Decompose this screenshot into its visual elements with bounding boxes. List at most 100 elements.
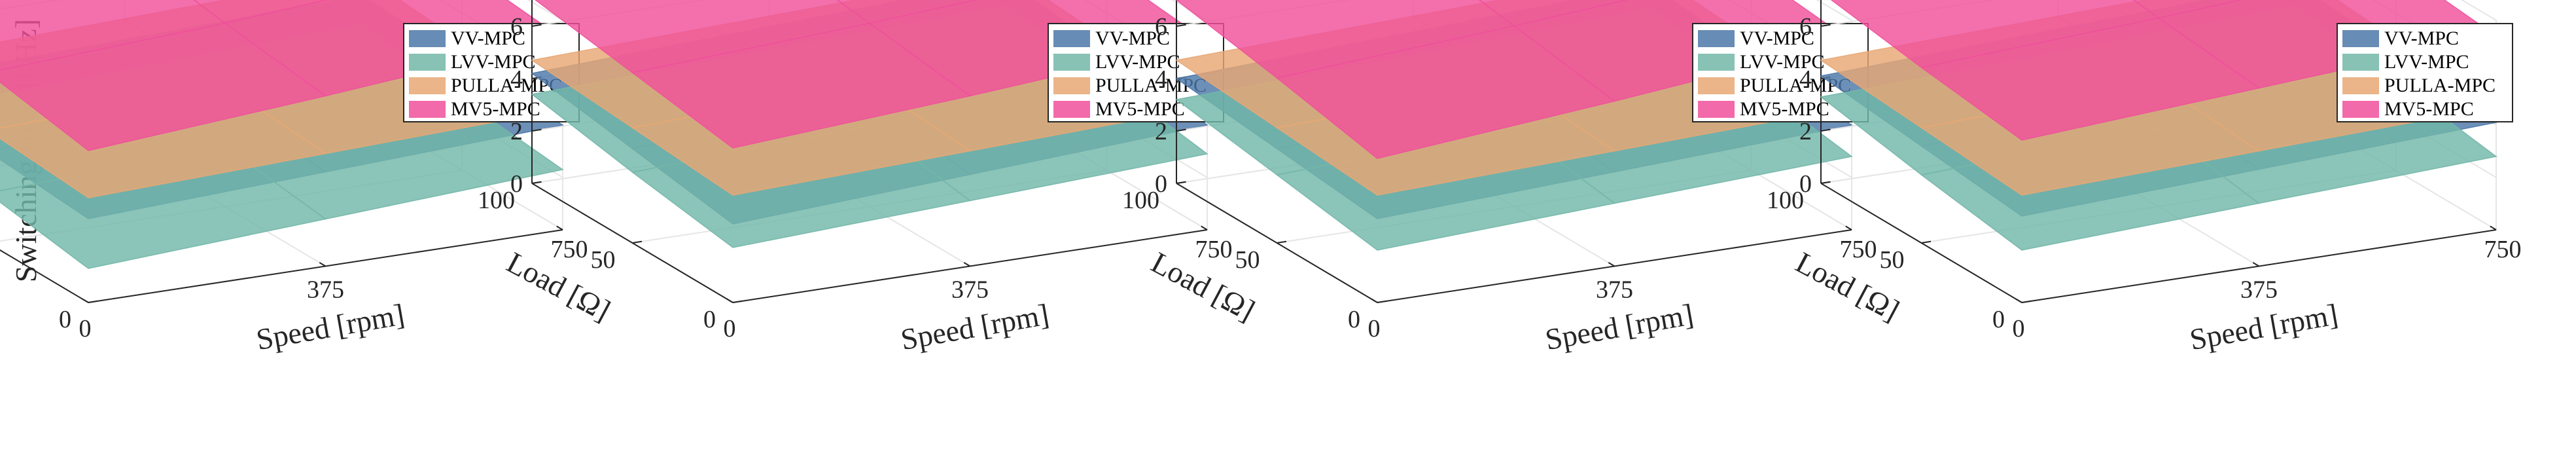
legend-swatch xyxy=(2342,30,2379,47)
legend-swatch xyxy=(409,101,446,118)
legend-label: MV5-MPC xyxy=(2384,98,2474,120)
y-tick-label: 0 xyxy=(1992,306,2005,333)
y-tick-mark xyxy=(1277,240,1287,244)
x-tick-mark xyxy=(2015,298,2022,303)
legend-label: MV5-MPC xyxy=(1095,98,1185,120)
x-axis-label: Speed [rpm] xyxy=(898,297,1051,356)
surface-patch xyxy=(193,0,328,24)
x-tick-mark xyxy=(82,298,89,303)
x-tick-label: 750 xyxy=(1195,236,1233,263)
axes xyxy=(1176,0,1852,303)
legend-swatch xyxy=(1698,54,1735,71)
legend-label: MV5-MPC xyxy=(451,98,540,120)
legend-swatch xyxy=(1698,101,1735,118)
x-tick-label: 750 xyxy=(551,236,588,263)
y-tick-mark xyxy=(632,240,643,244)
x-tick-mark xyxy=(1608,262,1615,267)
x-tick-label: 0 xyxy=(724,315,736,342)
x-tick-mark xyxy=(726,298,733,303)
x-tick-mark xyxy=(556,225,563,230)
legend-label: MV5-MPC xyxy=(1740,98,1829,120)
y-tick-label: 0 xyxy=(1348,306,1360,333)
legend-swatch xyxy=(1053,30,1090,47)
legend-swatch xyxy=(1698,77,1735,94)
x-tick-label: 375 xyxy=(1596,276,1633,304)
x-tick-mark xyxy=(2252,262,2260,267)
legend-label: LVV-MPC xyxy=(451,51,536,73)
z-tick-mark xyxy=(1176,128,1186,132)
x-tick-mark xyxy=(319,262,326,267)
z-tick-mark xyxy=(1820,128,1831,132)
legend-label: LVV-MPC xyxy=(1740,51,1825,73)
axes xyxy=(0,225,563,303)
wall-grid-line xyxy=(527,0,563,21)
x-tick-mark xyxy=(1371,298,1378,303)
y-tick-label: 100 xyxy=(1122,187,1159,214)
y-tick-label: 0 xyxy=(703,306,716,333)
surface-patch xyxy=(2132,0,2243,19)
x-tick-label: 750 xyxy=(1840,236,1877,263)
legend-swatch xyxy=(1698,30,1735,47)
z-tick-label: 4 xyxy=(510,65,523,93)
legend-swatch xyxy=(409,30,446,47)
z-tick-mark xyxy=(1176,181,1186,184)
z-tick-label: 6 xyxy=(1155,13,1167,41)
z-tick-mark xyxy=(1820,24,1831,27)
legend-swatch xyxy=(1053,77,1090,94)
axes xyxy=(531,0,1208,303)
y-tick-mark xyxy=(88,300,98,303)
y-tick-mark xyxy=(1921,240,1932,244)
legend-swatch xyxy=(2342,101,2379,118)
surface-patch xyxy=(836,0,978,24)
legend-swatch xyxy=(409,77,446,94)
wall-grid-line xyxy=(1171,0,1208,21)
z-tick-label: 2 xyxy=(1799,118,1812,145)
x-tick-mark xyxy=(2490,225,2497,230)
y-tick-label: 50 xyxy=(591,246,616,274)
wall-grid-line xyxy=(2460,0,2497,21)
z-tick-label: 6 xyxy=(1799,13,1812,41)
surface-patch xyxy=(1479,0,1629,27)
y-tick-label: 100 xyxy=(1767,187,1804,214)
legend-swatch xyxy=(2342,54,2379,71)
x-tick-label: 0 xyxy=(2013,315,2025,342)
z-tick-label: 2 xyxy=(510,118,523,145)
legend-label: VV-MPC xyxy=(2384,28,2459,49)
panel-1: 037575005010002468Speed [rpm]Load [Ω]Swi… xyxy=(0,0,588,356)
y-tick-mark xyxy=(1377,300,1387,303)
z-tick-mark xyxy=(1820,181,1831,184)
z-tick-label: 4 xyxy=(1155,65,1167,93)
x-axis-label: Speed [rpm] xyxy=(1543,297,1696,356)
legend-swatch xyxy=(1053,101,1090,118)
x-tick-mark xyxy=(1845,225,1852,230)
z-tick-label: 0 xyxy=(510,170,523,198)
axes xyxy=(1820,0,2497,303)
wall-grid-line xyxy=(1816,0,1852,21)
surface-mv5-mpc xyxy=(1830,0,2497,141)
y-axis-line xyxy=(0,249,89,303)
x-axis-label: Speed [rpm] xyxy=(2187,297,2340,356)
y-tick-label: 50 xyxy=(1235,246,1260,274)
legend-label: LVV-MPC xyxy=(1095,51,1180,73)
legend-label: LVV-MPC xyxy=(2384,51,2469,73)
panel-2: 037575005010002468Speed [rpm]Load [Ω]VV-… xyxy=(478,0,1233,356)
z-tick-label: 0 xyxy=(1155,170,1167,198)
y-tick-mark xyxy=(2021,300,2032,303)
panel-4: 037575005010002468Speed [rpm]Load [Ω]VV-… xyxy=(1767,0,2522,356)
z-tick-label: 6 xyxy=(510,13,523,41)
x-tick-label: 750 xyxy=(2484,236,2522,263)
legend-label: VV-MPC xyxy=(1740,28,1814,49)
legend-swatch xyxy=(409,54,446,71)
z-tick-mark xyxy=(531,128,542,132)
z-tick-label: 0 xyxy=(1799,170,1812,198)
x-tick-label: 0 xyxy=(79,315,92,342)
z-tick-mark xyxy=(531,24,542,27)
z-tick-mark xyxy=(1176,24,1186,27)
x-axis-label: Speed [rpm] xyxy=(254,297,407,356)
y-tick-mark xyxy=(732,300,743,303)
z-tick-label: 2 xyxy=(1155,118,1167,145)
legend-label: PULLA-MPC xyxy=(2384,75,2496,96)
